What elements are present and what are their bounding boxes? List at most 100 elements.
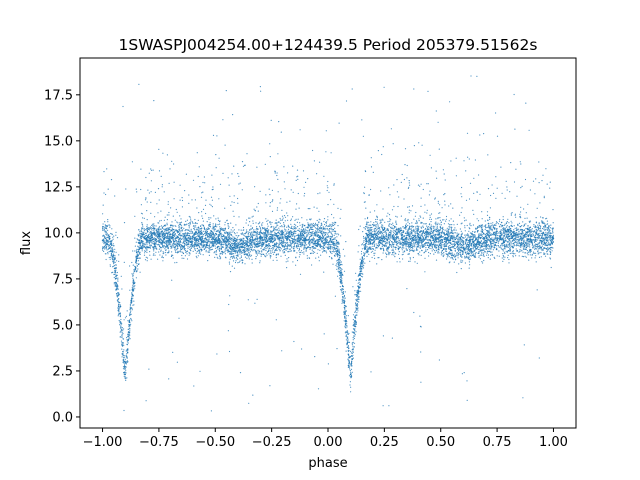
data-point [155, 233, 157, 235]
data-point [482, 229, 484, 231]
data-point [186, 258, 189, 260]
data-point [540, 242, 543, 244]
data-point [301, 348, 303, 350]
data-point [453, 237, 456, 239]
data-point [255, 253, 257, 255]
data-point [533, 236, 536, 238]
data-point [220, 244, 222, 246]
data-point [388, 405, 390, 407]
data-point [265, 231, 267, 233]
data-point [526, 230, 529, 232]
data-point [354, 294, 356, 296]
data-point [372, 171, 374, 173]
data-point [484, 220, 486, 222]
data-point [504, 224, 506, 226]
data-point [500, 230, 502, 232]
data-point [189, 223, 191, 225]
data-point [312, 233, 314, 235]
data-point [197, 255, 199, 257]
data-point [169, 168, 171, 170]
data-point [480, 224, 482, 226]
data-point [307, 243, 310, 245]
data-point [527, 254, 529, 256]
data-point [290, 250, 292, 252]
data-point [179, 229, 181, 231]
data-point [373, 243, 375, 245]
data-point [157, 244, 159, 246]
data-point [302, 225, 304, 227]
data-point [408, 260, 410, 262]
data-point [530, 232, 532, 234]
data-point [230, 239, 232, 241]
data-point [385, 239, 387, 241]
data-point [434, 251, 436, 253]
data-point [515, 245, 518, 247]
data-point [246, 153, 248, 155]
data-point [547, 231, 549, 234]
data-point [368, 221, 370, 223]
data-point [112, 243, 114, 245]
data-point [393, 251, 395, 253]
data-point [316, 219, 318, 222]
data-point [531, 257, 533, 259]
data-point [195, 230, 197, 232]
data-point [295, 232, 297, 234]
data-point [272, 251, 274, 253]
data-point [338, 234, 340, 236]
data-point [509, 232, 511, 234]
data-point [428, 240, 430, 242]
data-point [233, 267, 236, 269]
data-point [540, 232, 542, 234]
data-point [411, 205, 414, 207]
data-point [241, 189, 243, 191]
data-point [370, 251, 372, 253]
data-point [365, 251, 367, 253]
data-point [327, 180, 329, 183]
data-point [363, 246, 365, 248]
data-point [550, 224, 552, 226]
data-point [240, 229, 242, 231]
data-point [187, 242, 189, 244]
data-point [417, 230, 419, 232]
data-point [254, 249, 256, 251]
data-point [378, 230, 380, 232]
data-point [515, 231, 517, 233]
data-point [188, 202, 190, 204]
data-point [198, 212, 200, 214]
data-point [423, 244, 425, 246]
data-point [318, 256, 320, 258]
data-point [352, 351, 354, 353]
data-point [483, 236, 485, 238]
data-point [233, 229, 235, 231]
data-point [415, 211, 417, 214]
data-point [537, 228, 540, 230]
data-point [180, 229, 182, 231]
data-point [138, 252, 141, 254]
data-point [126, 361, 129, 363]
data-point [357, 308, 359, 310]
data-point [279, 217, 281, 220]
data-point [298, 256, 300, 258]
data-point [328, 256, 331, 258]
data-point [379, 219, 381, 221]
data-point [204, 182, 206, 184]
data-point [126, 310, 128, 312]
data-point [262, 233, 264, 235]
data-point [121, 288, 123, 290]
data-point [453, 247, 455, 249]
data-point [209, 249, 211, 251]
data-point [389, 252, 391, 254]
data-point [162, 246, 164, 249]
data-point [334, 233, 336, 235]
data-point [521, 255, 523, 257]
data-point [334, 243, 336, 246]
data-point [123, 319, 125, 321]
data-point [318, 221, 320, 223]
data-point [207, 246, 209, 249]
data-point [108, 251, 110, 253]
data-point [374, 210, 376, 212]
data-point [260, 255, 262, 257]
data-point [108, 241, 110, 243]
data-point [108, 256, 110, 259]
data-point [179, 199, 181, 201]
